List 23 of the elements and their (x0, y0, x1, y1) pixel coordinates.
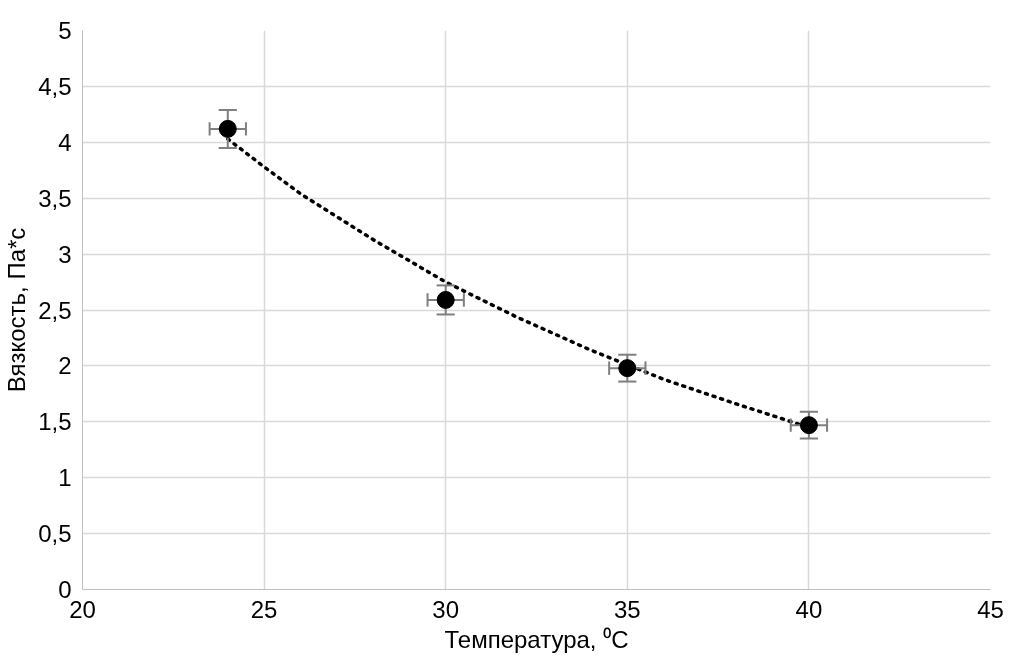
point (618, 359, 637, 378)
y-tick-label: 5 (58, 17, 72, 44)
y-tick-label: 2,5 (38, 296, 72, 324)
y-tick-label: 4,5 (38, 72, 72, 100)
point (436, 290, 455, 309)
point (799, 416, 818, 435)
x-tick-label: 25 (250, 595, 278, 623)
x-tick-label: 45 (977, 595, 1004, 623)
x-tick-label: 35 (613, 595, 641, 623)
x-axis-title: Температура, ⁰C (444, 625, 629, 653)
x-tick-label: 30 (432, 595, 460, 623)
y-tick-label: 1 (58, 464, 72, 492)
x-tick-label: 20 (69, 595, 96, 623)
y-tick-label: 4 (58, 128, 72, 156)
y-tick-label: 3 (58, 240, 72, 268)
y-tick-label: 0 (58, 576, 72, 603)
y-axis-title: Вязкость, Па*с (3, 227, 31, 393)
y-tick-label: 2 (58, 352, 72, 380)
y-tick-label: 0,5 (38, 520, 72, 548)
x-tick-label: 40 (795, 595, 823, 623)
y-tick-label: 3,5 (38, 184, 72, 212)
point (218, 119, 237, 138)
y-tick-label: 1,5 (38, 408, 72, 436)
